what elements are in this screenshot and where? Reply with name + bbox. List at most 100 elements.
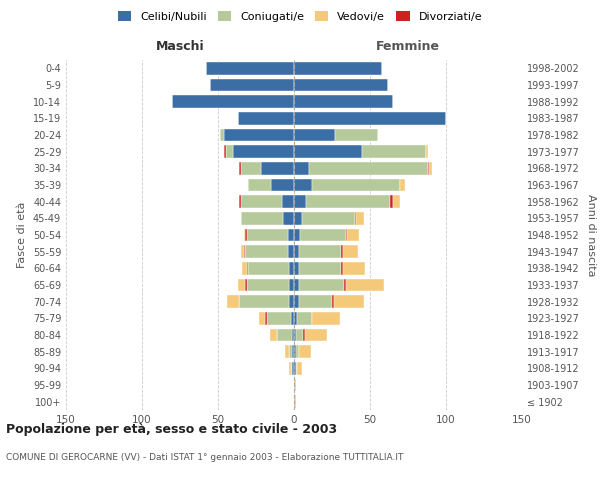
- Text: Femmine: Femmine: [376, 40, 440, 52]
- Bar: [289, 279, 294, 291]
- Bar: [239, 196, 241, 208]
- Bar: [294, 379, 296, 391]
- Bar: [429, 162, 433, 174]
- Bar: [224, 146, 226, 158]
- Bar: [356, 212, 364, 224]
- Bar: [294, 129, 335, 141]
- Bar: [233, 146, 294, 158]
- Bar: [296, 362, 297, 374]
- Bar: [296, 329, 303, 341]
- Bar: [312, 312, 340, 324]
- Bar: [247, 262, 248, 274]
- Bar: [297, 312, 312, 324]
- Bar: [300, 229, 346, 241]
- Bar: [227, 296, 239, 308]
- Bar: [172, 96, 294, 108]
- Bar: [241, 162, 260, 174]
- Bar: [248, 262, 289, 274]
- Bar: [292, 346, 294, 358]
- Bar: [242, 262, 247, 274]
- Bar: [312, 179, 400, 192]
- Bar: [347, 229, 359, 241]
- Bar: [269, 329, 277, 341]
- Bar: [238, 279, 245, 291]
- Bar: [294, 229, 300, 241]
- Bar: [294, 179, 312, 192]
- Bar: [283, 212, 294, 224]
- Bar: [299, 346, 311, 358]
- Bar: [289, 296, 294, 308]
- Bar: [302, 212, 355, 224]
- Bar: [299, 279, 344, 291]
- Bar: [294, 146, 362, 158]
- Bar: [344, 279, 346, 291]
- Bar: [289, 362, 291, 374]
- Bar: [334, 296, 364, 308]
- Bar: [259, 312, 265, 324]
- Bar: [247, 229, 288, 241]
- Y-axis label: Anni di nascita: Anni di nascita: [586, 194, 596, 276]
- Bar: [271, 179, 294, 192]
- Bar: [294, 212, 302, 224]
- Bar: [299, 262, 341, 274]
- Bar: [294, 296, 299, 308]
- Text: COMUNE DI GEROCARNE (VV) - Dati ISTAT 1° gennaio 2003 - Elaborazione TUTTITALIA.: COMUNE DI GEROCARNE (VV) - Dati ISTAT 1°…: [6, 452, 403, 462]
- Bar: [294, 246, 299, 258]
- Bar: [294, 362, 296, 374]
- Bar: [292, 329, 294, 341]
- Bar: [305, 329, 328, 341]
- Bar: [303, 329, 305, 341]
- Bar: [226, 146, 233, 158]
- Bar: [288, 229, 294, 241]
- Bar: [239, 296, 289, 308]
- Bar: [341, 246, 343, 258]
- Bar: [299, 296, 332, 308]
- Bar: [294, 96, 393, 108]
- Bar: [288, 246, 294, 258]
- Bar: [285, 346, 289, 358]
- Text: Popolazione per età, sesso e stato civile - 2003: Popolazione per età, sesso e stato civil…: [6, 422, 337, 436]
- Bar: [241, 196, 282, 208]
- Text: Maschi: Maschi: [155, 40, 205, 52]
- Bar: [294, 312, 297, 324]
- Bar: [244, 246, 245, 258]
- Bar: [206, 62, 294, 74]
- Bar: [400, 179, 405, 192]
- Bar: [260, 162, 294, 174]
- Bar: [291, 362, 292, 374]
- Bar: [343, 262, 365, 274]
- Bar: [390, 196, 393, 208]
- Bar: [224, 129, 294, 141]
- Bar: [289, 346, 292, 358]
- Bar: [241, 246, 244, 258]
- Bar: [335, 129, 377, 141]
- Bar: [341, 262, 343, 274]
- Bar: [294, 262, 299, 274]
- Bar: [294, 62, 382, 74]
- Y-axis label: Fasce di età: Fasce di età: [17, 202, 27, 268]
- Bar: [241, 212, 283, 224]
- Bar: [294, 112, 446, 124]
- Bar: [426, 146, 428, 158]
- Bar: [277, 329, 292, 341]
- Bar: [299, 246, 341, 258]
- Bar: [238, 112, 294, 124]
- Bar: [245, 229, 247, 241]
- Bar: [294, 79, 388, 92]
- Legend: Celibi/Nubili, Coniugati/e, Vedovi/e, Divorziati/e: Celibi/Nubili, Coniugati/e, Vedovi/e, Di…: [115, 8, 485, 25]
- Bar: [239, 162, 241, 174]
- Bar: [282, 196, 294, 208]
- Bar: [291, 312, 294, 324]
- Bar: [355, 212, 356, 224]
- Bar: [332, 296, 334, 308]
- Bar: [294, 162, 309, 174]
- Bar: [294, 346, 296, 358]
- Bar: [297, 362, 302, 374]
- Bar: [245, 246, 288, 258]
- Bar: [247, 279, 289, 291]
- Bar: [292, 362, 294, 374]
- Bar: [220, 129, 224, 141]
- Bar: [346, 229, 347, 241]
- Bar: [306, 196, 390, 208]
- Bar: [248, 179, 271, 192]
